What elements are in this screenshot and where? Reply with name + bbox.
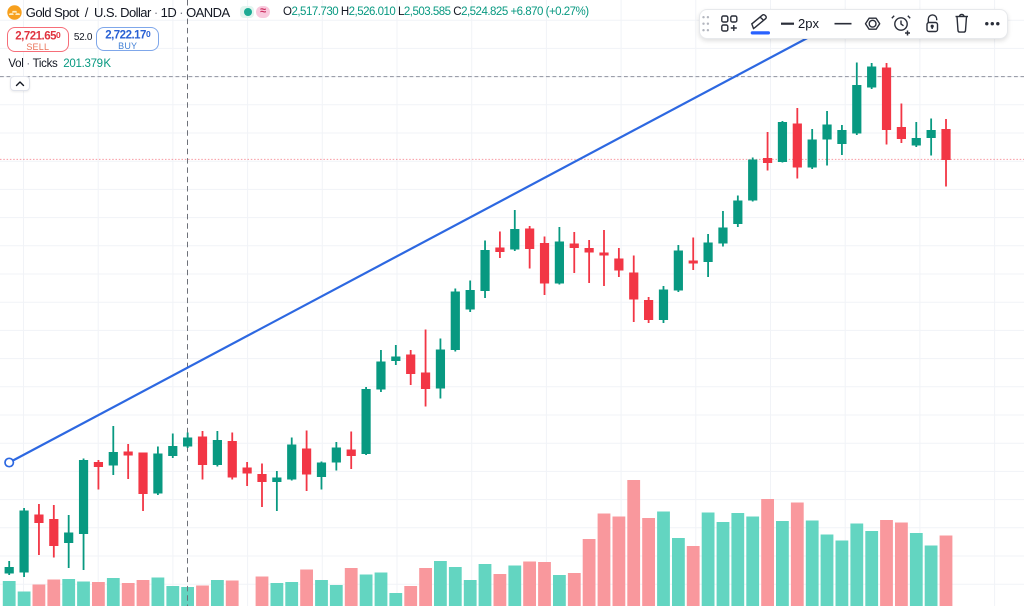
- svg-text:2px: 2px: [798, 16, 819, 31]
